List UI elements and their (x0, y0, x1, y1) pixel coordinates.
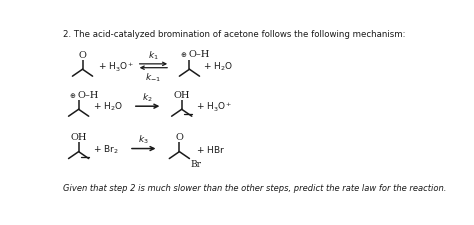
Text: $\oplus$: $\oplus$ (180, 50, 187, 59)
Text: Br: Br (190, 160, 201, 169)
Text: $k_1$: $k_1$ (148, 49, 159, 61)
Text: $+\ \mathsf{H_2O}$: $+\ \mathsf{H_2O}$ (93, 101, 123, 113)
Text: $+\ \mathsf{Br_2}$: $+\ \mathsf{Br_2}$ (93, 143, 119, 155)
Text: OH: OH (173, 90, 190, 99)
Text: Given that step 2 is much slower than the other steps, predict the rate law for : Given that step 2 is much slower than th… (63, 184, 447, 193)
Text: $+\ \mathsf{HBr}$: $+\ \mathsf{HBr}$ (196, 143, 226, 154)
Text: $k_{-1}$: $k_{-1}$ (146, 72, 162, 84)
Text: $k_2$: $k_2$ (142, 91, 153, 104)
Text: O–H: O–H (189, 50, 210, 59)
Text: $+\ \mathsf{H_2O}$: $+\ \mathsf{H_2O}$ (203, 61, 234, 73)
Text: OH: OH (70, 133, 87, 142)
Text: O: O (79, 51, 86, 60)
Text: O: O (175, 133, 183, 142)
Text: 2. The acid-catalyzed bromination of acetone follows the following mechanism:: 2. The acid-catalyzed bromination of ace… (63, 30, 406, 39)
Text: $\oplus$: $\oplus$ (69, 90, 76, 99)
Text: $+\ \mathsf{H_3O^+}$: $+\ \mathsf{H_3O^+}$ (196, 100, 233, 113)
Text: O–H: O–H (78, 90, 99, 99)
Text: $+\ \mathsf{H_3O^+}$: $+\ \mathsf{H_3O^+}$ (98, 60, 135, 73)
Text: $k_3$: $k_3$ (138, 133, 149, 146)
